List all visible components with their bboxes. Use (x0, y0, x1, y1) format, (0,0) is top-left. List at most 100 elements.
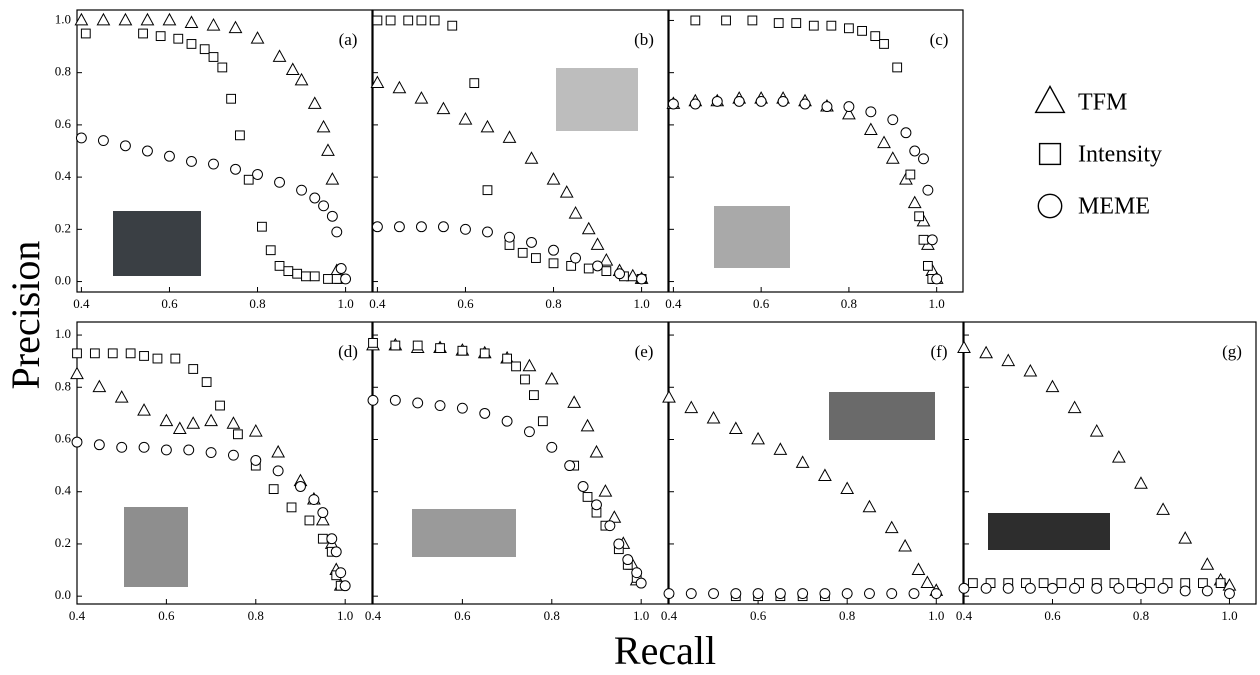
triangle-marker (414, 91, 429, 104)
circle-marker (482, 226, 493, 238)
circle-marker (208, 158, 219, 170)
x-tick-label: 0.4 (665, 296, 682, 311)
triangle-marker (1156, 502, 1170, 515)
circle-marker (918, 153, 929, 165)
triangle-marker (907, 195, 922, 209)
circle-marker (274, 176, 285, 188)
circle-marker (958, 582, 970, 594)
plot-frame (963, 321, 1257, 605)
y-tick-label: 0.0 (55, 273, 71, 288)
triangle-marker (250, 31, 265, 44)
circle-marker (708, 588, 719, 600)
triangle-marker (662, 390, 676, 403)
circle-marker (460, 223, 471, 235)
square-marker (243, 174, 254, 185)
circle-marker (577, 481, 589, 492)
panel-label: (g) (1222, 342, 1242, 361)
triangle-marker (271, 444, 286, 458)
inset-image (412, 509, 516, 557)
circle-marker (622, 554, 634, 566)
panel-label: (c) (930, 30, 949, 49)
triangle-marker (307, 96, 322, 109)
circle-marker (546, 441, 558, 453)
circle-marker (523, 426, 535, 438)
x-tick-label: 1.0 (633, 296, 649, 311)
circle-marker (864, 588, 875, 600)
triangle-marker (818, 468, 832, 481)
triangle-marker (118, 12, 133, 26)
circle-marker (318, 200, 330, 212)
triangle-marker (567, 395, 582, 408)
triangle-marker (599, 253, 614, 266)
triangle-marker (1089, 424, 1104, 437)
circle-marker (504, 231, 515, 243)
triangle-marker (863, 122, 878, 136)
circle-marker (613, 538, 625, 550)
triangle-marker (159, 413, 174, 427)
circle-marker (164, 150, 175, 162)
y-tick-label: 0.4 (55, 483, 72, 498)
circle-marker (160, 444, 172, 456)
square-marker (416, 15, 427, 26)
triangle-marker (184, 15, 199, 28)
circle-marker (564, 460, 576, 472)
triangle-marker (898, 538, 912, 552)
circle-marker (326, 210, 338, 222)
x-tick-label: 0.6 (1044, 608, 1061, 623)
square-marker (268, 484, 279, 495)
x-tick-label: 0.6 (753, 296, 770, 311)
x-tick-label: 0.8 (249, 296, 265, 311)
x-tick-label: 0.4 (73, 296, 90, 311)
circle-marker (75, 132, 87, 144)
square-marker (892, 62, 903, 73)
circle-marker (570, 252, 581, 264)
circle-marker (592, 260, 604, 272)
plot-frame (372, 9, 669, 293)
circle-marker (797, 588, 809, 600)
square-marker (274, 260, 285, 271)
triangle-marker (589, 444, 604, 458)
square-marker (1215, 578, 1226, 589)
y-tick-label: 0.6 (55, 430, 72, 445)
panel-label: (e) (635, 342, 654, 361)
panel-label: (a) (339, 30, 358, 49)
circle-marker (1135, 582, 1147, 594)
circle-marker (335, 263, 347, 274)
triangle-marker (315, 512, 330, 526)
circle-marker (317, 507, 329, 519)
circle-marker (479, 407, 491, 419)
triangle-marker (316, 119, 331, 133)
triangle-marker (522, 358, 537, 372)
triangle-marker (957, 340, 971, 354)
circle-marker (733, 95, 745, 107)
square-marker (139, 351, 149, 361)
square-marker (870, 31, 881, 42)
circle-marker (591, 499, 602, 511)
square-marker (283, 266, 294, 277)
circle-marker (326, 533, 338, 545)
x-tick-label: 0.8 (841, 296, 857, 311)
triangle-marker (979, 345, 994, 359)
triangle-marker (248, 424, 263, 437)
inset-image (714, 206, 790, 268)
circle-marker (926, 234, 938, 246)
circle-marker (93, 439, 105, 451)
square-marker (188, 364, 199, 374)
triangle-marker (206, 18, 221, 31)
circle-marker (309, 192, 321, 204)
circle-marker (614, 268, 626, 280)
triangle-marker (1067, 400, 1082, 414)
triangle-marker (480, 119, 495, 133)
square-marker (482, 185, 493, 196)
circle-marker (1113, 582, 1125, 594)
y-tick-label: 0.0 (55, 587, 71, 602)
circle-marker (900, 127, 912, 139)
square-marker (125, 348, 136, 359)
triangle-marker (436, 101, 451, 115)
triangle-marker (502, 130, 517, 143)
square-marker (265, 245, 276, 256)
square-marker (170, 353, 181, 364)
circle-marker (1069, 582, 1081, 594)
inset-image (988, 513, 1110, 550)
